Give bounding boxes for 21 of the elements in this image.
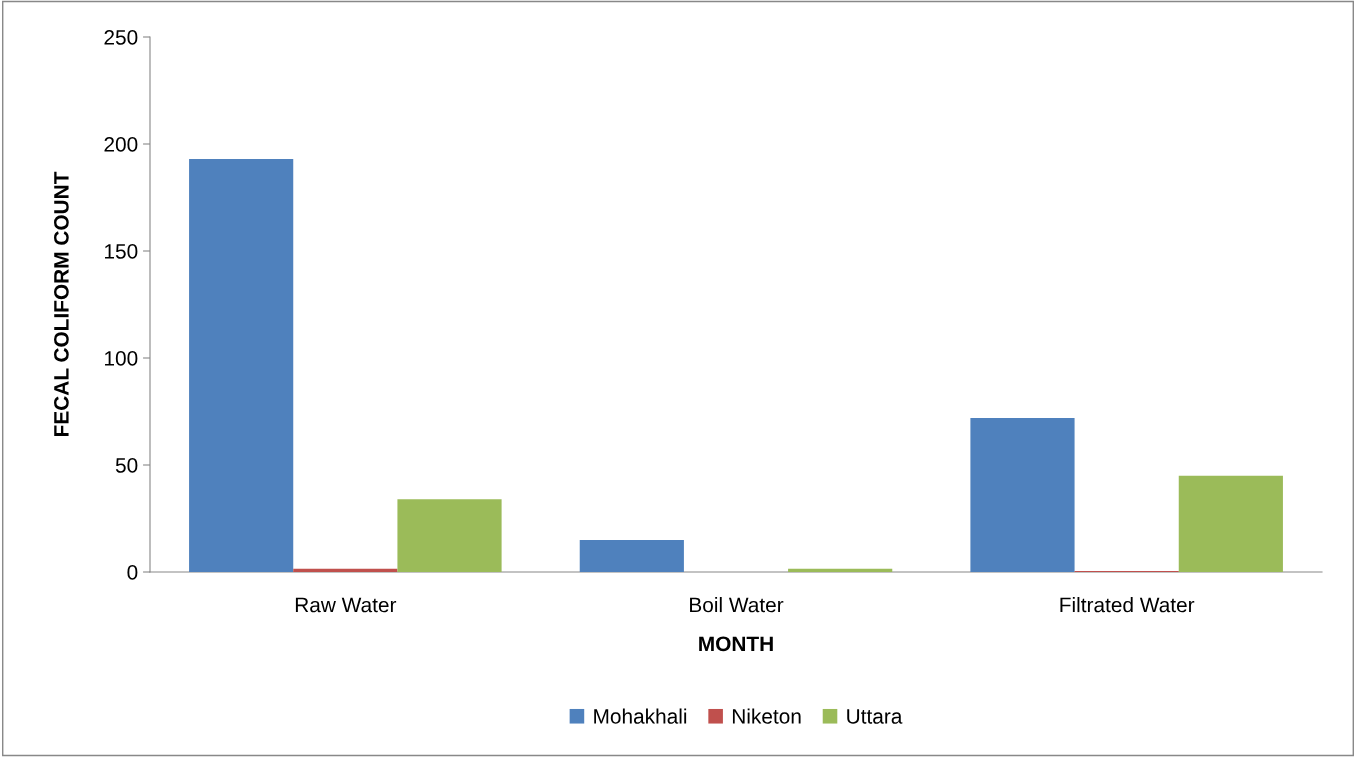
bar	[1178, 475, 1283, 572]
legend-label: Niketon	[732, 708, 801, 724]
y-tick-label: 0	[127, 565, 138, 580]
bar	[970, 417, 1075, 572]
y-axis-title: FECAL COLIFORM COUNT	[54, 171, 69, 437]
y-tick-label: 150	[105, 244, 138, 259]
x-axis-title: MONTH	[699, 636, 773, 652]
bar	[293, 568, 398, 572]
legend-label: Mohakhali	[594, 708, 687, 724]
y-tick-label: 200	[104, 137, 138, 152]
x-tick-label: Filtrated Water	[1060, 597, 1195, 613]
legend-label: Uttara	[847, 709, 903, 724]
x-tick-label: Raw Water	[295, 597, 397, 613]
bar	[189, 158, 294, 572]
bar	[579, 539, 684, 572]
y-tick-label: 50	[115, 458, 138, 473]
bar	[788, 568, 893, 572]
bar	[397, 499, 502, 572]
y-tick-label: 250	[104, 30, 138, 45]
x-tick-label: Boil Water	[690, 597, 784, 613]
y-tick-label: 100	[105, 351, 138, 366]
